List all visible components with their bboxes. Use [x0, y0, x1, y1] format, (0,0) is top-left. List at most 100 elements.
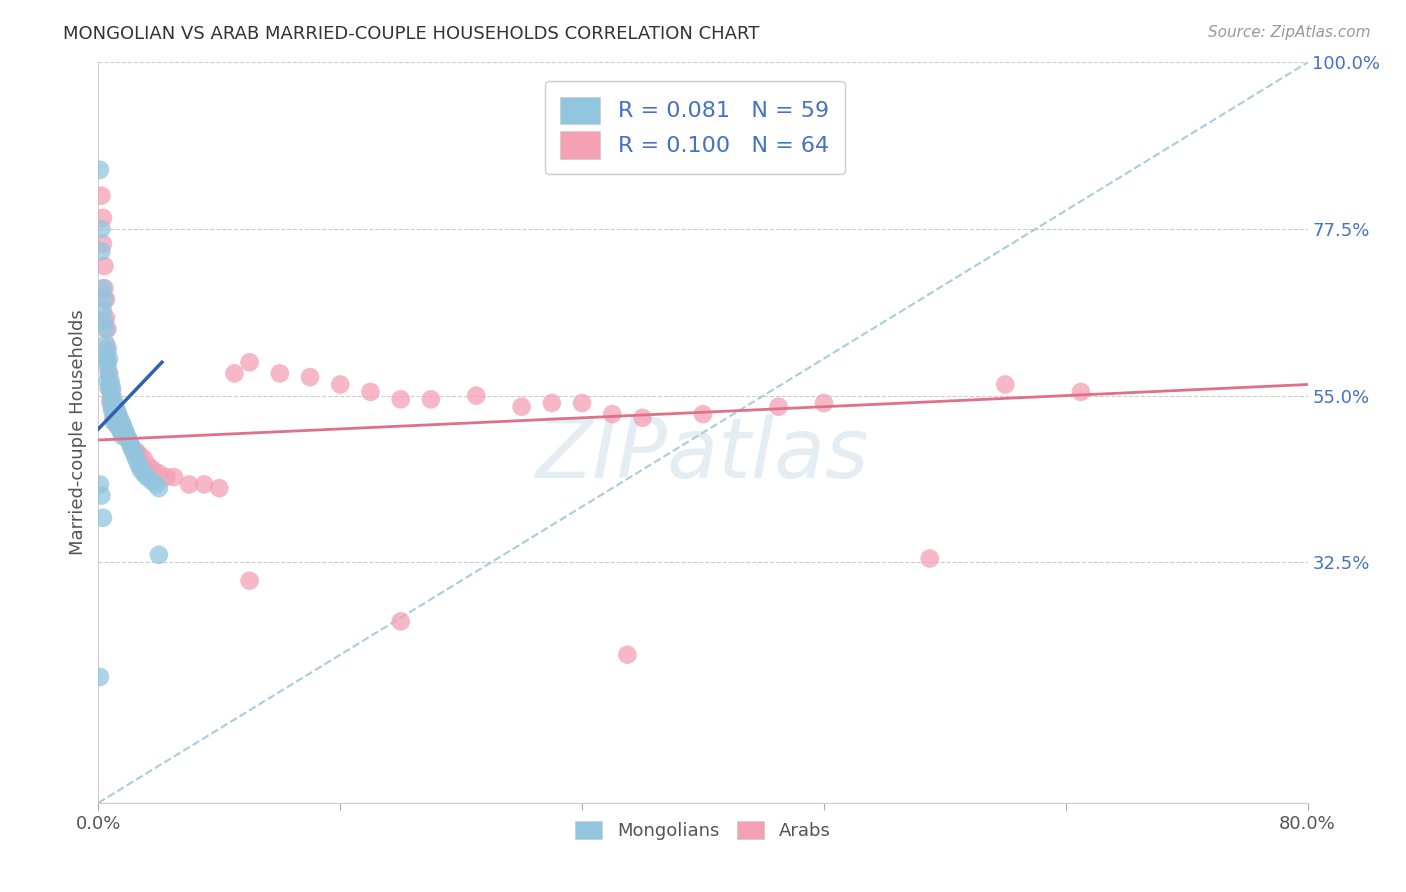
- Point: [141, 474, 163, 488]
- Point: [94, 293, 117, 307]
- Point: [103, 403, 125, 417]
- Point: [111, 418, 134, 433]
- Point: [768, 400, 790, 414]
- Point: [101, 384, 124, 399]
- Point: [132, 451, 155, 466]
- Point: [90, 489, 112, 503]
- Point: [94, 351, 117, 366]
- Point: [105, 403, 128, 417]
- Point: [98, 381, 121, 395]
- Point: [110, 422, 132, 436]
- Point: [813, 396, 835, 410]
- Point: [101, 400, 124, 414]
- Legend: Mongolians, Arabs: Mongolians, Arabs: [567, 812, 839, 849]
- Point: [96, 359, 118, 373]
- Point: [98, 367, 121, 381]
- Point: [100, 392, 122, 407]
- Point: [124, 448, 146, 462]
- Point: [224, 367, 246, 381]
- Point: [163, 470, 186, 484]
- Point: [89, 162, 111, 177]
- Point: [128, 448, 150, 462]
- Point: [148, 548, 170, 562]
- Point: [93, 293, 115, 307]
- Point: [91, 211, 114, 225]
- Point: [148, 467, 170, 481]
- Point: [104, 410, 127, 425]
- Point: [96, 344, 118, 359]
- Point: [105, 418, 128, 433]
- Point: [122, 444, 145, 458]
- Point: [155, 470, 177, 484]
- Point: [101, 403, 124, 417]
- Point: [107, 418, 129, 433]
- Point: [108, 410, 131, 425]
- Point: [115, 429, 138, 443]
- Point: [105, 415, 128, 429]
- Text: ZIPatlas: ZIPatlas: [536, 414, 870, 495]
- Point: [100, 374, 122, 388]
- Y-axis label: Married-couple Households: Married-couple Households: [69, 310, 87, 556]
- Point: [132, 462, 155, 476]
- Point: [108, 422, 131, 436]
- Point: [101, 392, 124, 407]
- Point: [101, 381, 124, 395]
- Point: [89, 670, 111, 684]
- Point: [389, 392, 412, 407]
- Point: [692, 407, 714, 421]
- Point: [90, 222, 112, 236]
- Point: [96, 322, 118, 336]
- Point: [94, 336, 117, 351]
- Point: [96, 355, 118, 369]
- Point: [104, 400, 127, 414]
- Point: [420, 392, 443, 407]
- Point: [299, 370, 322, 384]
- Point: [91, 281, 114, 295]
- Text: MONGOLIAN VS ARAB MARRIED-COUPLE HOUSEHOLDS CORRELATION CHART: MONGOLIAN VS ARAB MARRIED-COUPLE HOUSEHO…: [63, 25, 759, 43]
- Point: [121, 441, 143, 455]
- Point: [96, 374, 118, 388]
- Point: [571, 396, 593, 410]
- Point: [93, 314, 115, 328]
- Point: [89, 477, 111, 491]
- Point: [107, 410, 129, 425]
- Point: [111, 418, 134, 433]
- Point: [103, 415, 125, 429]
- Point: [631, 410, 654, 425]
- Point: [103, 396, 125, 410]
- Point: [114, 425, 136, 440]
- Point: [93, 259, 115, 273]
- Point: [90, 188, 112, 202]
- Point: [135, 470, 157, 484]
- Point: [142, 462, 165, 476]
- Point: [98, 351, 121, 366]
- Point: [616, 648, 638, 662]
- Point: [136, 458, 159, 473]
- Point: [128, 458, 150, 473]
- Point: [98, 381, 121, 395]
- Point: [125, 451, 148, 466]
- Point: [239, 574, 262, 588]
- Point: [112, 422, 135, 436]
- Point: [994, 377, 1017, 392]
- Point: [918, 551, 941, 566]
- Point: [93, 281, 115, 295]
- Point: [125, 444, 148, 458]
- Point: [208, 481, 231, 495]
- Point: [100, 377, 122, 392]
- Point: [510, 400, 533, 414]
- Point: [98, 367, 121, 381]
- Point: [129, 462, 152, 476]
- Point: [389, 615, 412, 629]
- Point: [148, 481, 170, 495]
- Point: [90, 244, 112, 259]
- Point: [107, 407, 129, 421]
- Point: [110, 415, 132, 429]
- Point: [239, 355, 262, 369]
- Point: [100, 384, 122, 399]
- Point: [329, 377, 352, 392]
- Point: [193, 477, 215, 491]
- Point: [96, 341, 118, 355]
- Point: [100, 396, 122, 410]
- Point: [127, 455, 149, 469]
